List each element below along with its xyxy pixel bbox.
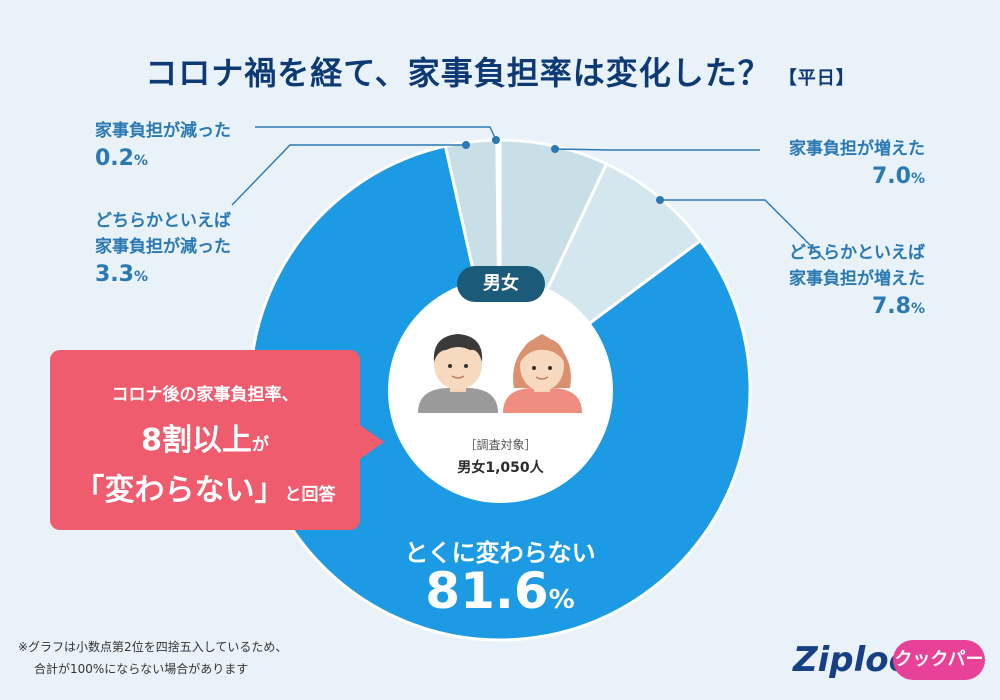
leader-dot-increased — [551, 145, 559, 153]
footnote: ※グラフは小数点第2位を四捨五入しているため、 合計が100%にならない場合があ… — [18, 636, 287, 680]
callout-box: コロナ後の家事負担率、 8割以上が 「変わらない」と回答 — [50, 350, 360, 530]
callout-arrow — [360, 425, 384, 459]
label-somewhat-increased-value: 7.8 — [871, 294, 911, 319]
percent-sign: % — [910, 301, 925, 317]
label-somewhat-decreased: どちらかといえば 家事負担が減った 3.3% — [95, 208, 231, 292]
ziploc-logo-text: Ziploc — [793, 640, 909, 680]
woman-icon — [503, 334, 582, 413]
label-somewhat-increased: どちらかといえば 家事負担が増えた 7.8% — [735, 240, 925, 324]
percent-sign: % — [133, 269, 149, 285]
footnote-line-2: 合計が100%にならない場合があります — [34, 662, 249, 676]
survey-info: ［調査対象］ 男女1,050人 — [423, 436, 578, 477]
callout-line-3-suffix: と回答 — [284, 485, 336, 505]
leader-line-somewhat-decreased — [231, 144, 466, 206]
label-somewhat-decreased-value: 3.3 — [95, 262, 134, 287]
label-unchanged: 81.6% — [400, 562, 600, 620]
man-icon — [418, 334, 498, 413]
label-unchanged-name: とくに変わらない — [404, 539, 596, 567]
label-increased-name: 家事負担が増えた — [789, 139, 925, 159]
label-decreased: 家事負担が減った 0.2% — [95, 118, 231, 176]
label-somewhat-decreased-name-2: 家事負担が減った — [95, 237, 231, 257]
label-increased: 家事負担が増えた 7.0% — [735, 136, 925, 194]
callout-line-2: 8割以上 — [141, 423, 252, 458]
leader-line-somewhat-increased — [660, 199, 826, 261]
leader-dot-somewhat-increased — [656, 196, 664, 204]
page-title: コロナ禍を経て、家事負担率は変化した？ 【平日】 — [0, 48, 1000, 94]
leader-dot-somewhat-decreased — [462, 141, 470, 149]
cookpa-logo-text: クックパー — [894, 649, 984, 670]
footnote-line-1: ※グラフは小数点第2位を四捨五入しているため、 — [18, 640, 288, 654]
label-decreased-value: 0.2 — [95, 146, 134, 171]
label-somewhat-increased-name-2: 家事負担が増えた — [789, 269, 925, 289]
label-somewhat-decreased-name-1: どちらかといえば — [95, 211, 231, 231]
label-decreased-name: 家事負担が減った — [95, 121, 231, 141]
leader-lines — [231, 126, 826, 261]
title-main: コロナ禍を経て、家事負担率は変化した？ — [145, 54, 771, 92]
title-tag: 【平日】 — [778, 68, 855, 89]
survey-value: 男女1,050人 — [457, 460, 544, 476]
callout-line-2-suffix: が — [251, 435, 269, 455]
percent-sign: % — [548, 585, 575, 615]
percent-sign: % — [910, 171, 925, 187]
center-circle — [388, 278, 613, 503]
survey-label: ［調査対象］ — [464, 438, 537, 452]
label-somewhat-increased-name-1: どちらかといえば — [789, 243, 925, 263]
callout-line-1: コロナ後の家事負担率、 — [111, 385, 299, 405]
leader-line-decreased — [255, 126, 497, 141]
gender-tag: 男女 — [457, 266, 545, 302]
label-increased-value: 7.0 — [871, 164, 911, 189]
leader-dot-decreased — [492, 136, 500, 144]
percent-sign: % — [133, 153, 149, 169]
label-unchanged-value: 81.6 — [425, 562, 549, 620]
callout-line-3: 「変わらない」 — [74, 473, 285, 508]
people-illustration — [418, 334, 582, 413]
leader-line-increased — [554, 148, 760, 151]
cookpa-logo: クックパー — [893, 640, 985, 680]
